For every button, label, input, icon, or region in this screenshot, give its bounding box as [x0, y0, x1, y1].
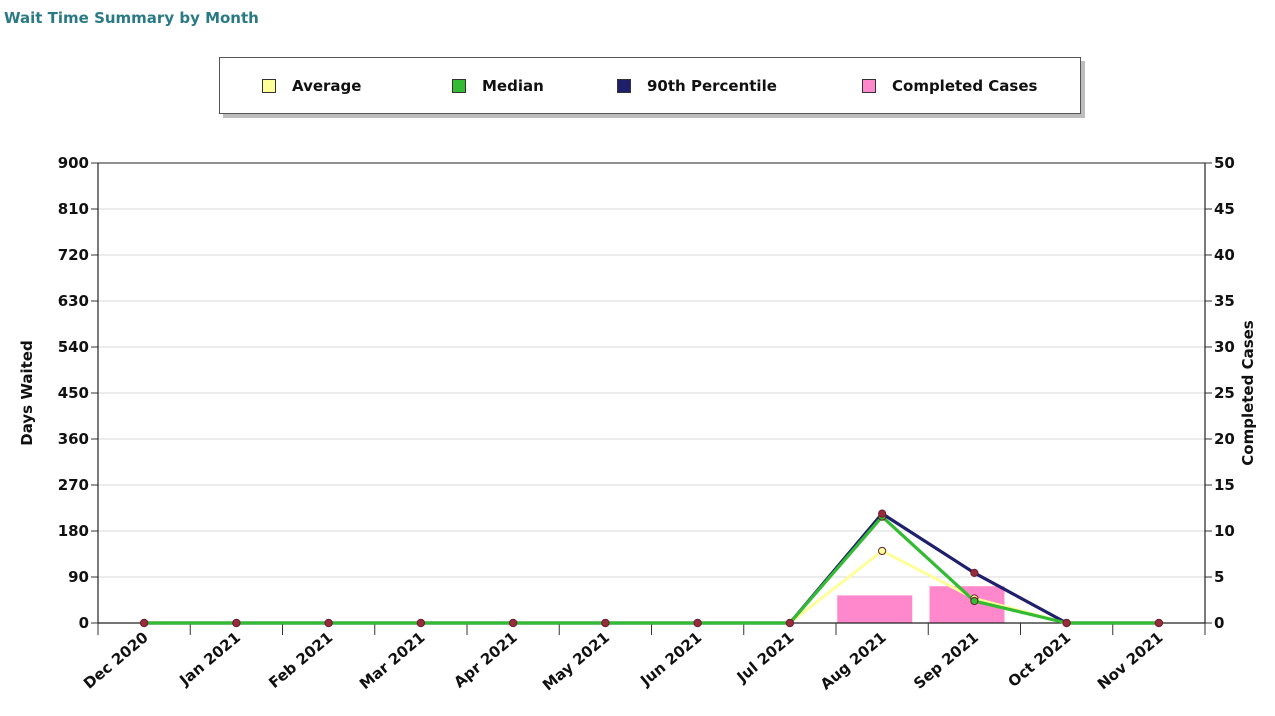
legend-swatch-completed-cases: [862, 79, 876, 93]
y-tick-label-right: 0: [1214, 614, 1224, 632]
y-tick-label-right: 10: [1214, 522, 1235, 540]
legend-item-average: Average: [262, 76, 361, 96]
y-tick-label-right: 40: [1214, 246, 1235, 264]
legend-swatch-average: [262, 79, 276, 93]
y-tick-label-right: 50: [1214, 154, 1235, 172]
y-tick-label-right: 45: [1214, 200, 1235, 218]
y-tick-label-left: 810: [58, 200, 89, 218]
y-axis-title-left: Days Waited: [18, 340, 36, 445]
legend-label-completed-cases: Completed Cases: [892, 77, 1038, 95]
y-tick-label-left: 90: [68, 568, 89, 586]
y-tick-label-left: 450: [58, 384, 89, 402]
marker-median: [970, 596, 979, 606]
x-tick-label: Mar 2021: [356, 628, 428, 693]
marker-90th-percentile: [601, 618, 610, 628]
y-tick-label-left: 720: [58, 246, 89, 264]
data-points: [140, 509, 1163, 628]
marker-90th-percentile: [232, 618, 241, 628]
x-tick-label: Jun 2021: [636, 628, 705, 690]
marker-90th-percentile: [1062, 618, 1071, 628]
x-tick-label: May 2021: [539, 628, 613, 694]
line-average: [144, 549, 1159, 625]
y-tick-label-left: 900: [58, 154, 89, 172]
y-tick-label-right: 5: [1214, 568, 1224, 586]
chart-title: Wait Time Summary by Month: [4, 9, 259, 27]
marker-90th-percentile: [416, 618, 425, 628]
bar-completed-cases: [837, 595, 913, 623]
x-tick-label: Dec 2020: [80, 628, 152, 692]
legend-item-completed-cases: Completed Cases: [862, 76, 1037, 96]
x-tick-label: Sep 2021: [910, 628, 982, 692]
line-median: [144, 515, 1159, 625]
legend-swatch-90th-percentile: [617, 79, 631, 93]
marker-90th-percentile: [140, 618, 149, 628]
marker-90th-percentile: [1154, 618, 1163, 628]
y-axis-title-right: Completed Cases: [1239, 320, 1257, 466]
y-tick-label-left: 630: [58, 292, 89, 310]
x-tick-label: Jan 2021: [175, 628, 244, 690]
y-tick-label-right: 25: [1214, 384, 1235, 402]
x-tick-label: Nov 2021: [1094, 628, 1167, 693]
legend-swatch-median: [452, 79, 466, 93]
axis-labels: 0 90 180 270 360 450 540 630 720 810 900 0 5 10 15 20 25…: [58, 154, 1235, 694]
x-tick-label: Apr 2021: [450, 628, 520, 691]
legend-label-average: Average: [292, 77, 362, 95]
y-tick-label-left: 180: [58, 522, 89, 540]
x-tick-label: Feb 2021: [265, 628, 336, 692]
chart-legend: Average Median 90th Percentile Completed…: [219, 57, 1081, 114]
y-tick-label-left: 270: [58, 476, 89, 494]
legend-label-median: Median: [482, 77, 544, 95]
x-tick-label: Jul 2021: [733, 628, 798, 686]
y-tick-label-right: 35: [1214, 292, 1235, 310]
axes: [91, 162, 1212, 635]
y-tick-label-right: 20: [1214, 430, 1235, 448]
marker-90th-percentile: [785, 618, 794, 628]
y-tick-label-right: 30: [1214, 338, 1235, 356]
y-tick-label-left: 540: [58, 338, 89, 356]
marker-90th-percentile: [509, 618, 518, 628]
legend-item-median: Median: [452, 76, 544, 96]
gridlines: [98, 162, 1205, 578]
bar-series: [837, 586, 1005, 623]
y-tick-label-left: 0: [79, 614, 89, 632]
y-tick-label-right: 15: [1214, 476, 1235, 494]
marker-90th-percentile: [970, 568, 979, 578]
marker-90th-percentile: [324, 618, 333, 628]
marker-90th-percentile: [878, 509, 887, 518]
legend-item-90th-percentile: 90th Percentile: [617, 76, 777, 96]
legend-label-90th-percentile: 90th Percentile: [647, 77, 777, 95]
marker-90th-percentile: [693, 618, 702, 628]
y-tick-label-left: 360: [58, 430, 89, 448]
marker-average: [878, 546, 887, 556]
line-series: [144, 512, 1159, 625]
x-tick-label: Aug 2021: [817, 628, 890, 693]
x-tick-label: Oct 2021: [1005, 628, 1075, 691]
